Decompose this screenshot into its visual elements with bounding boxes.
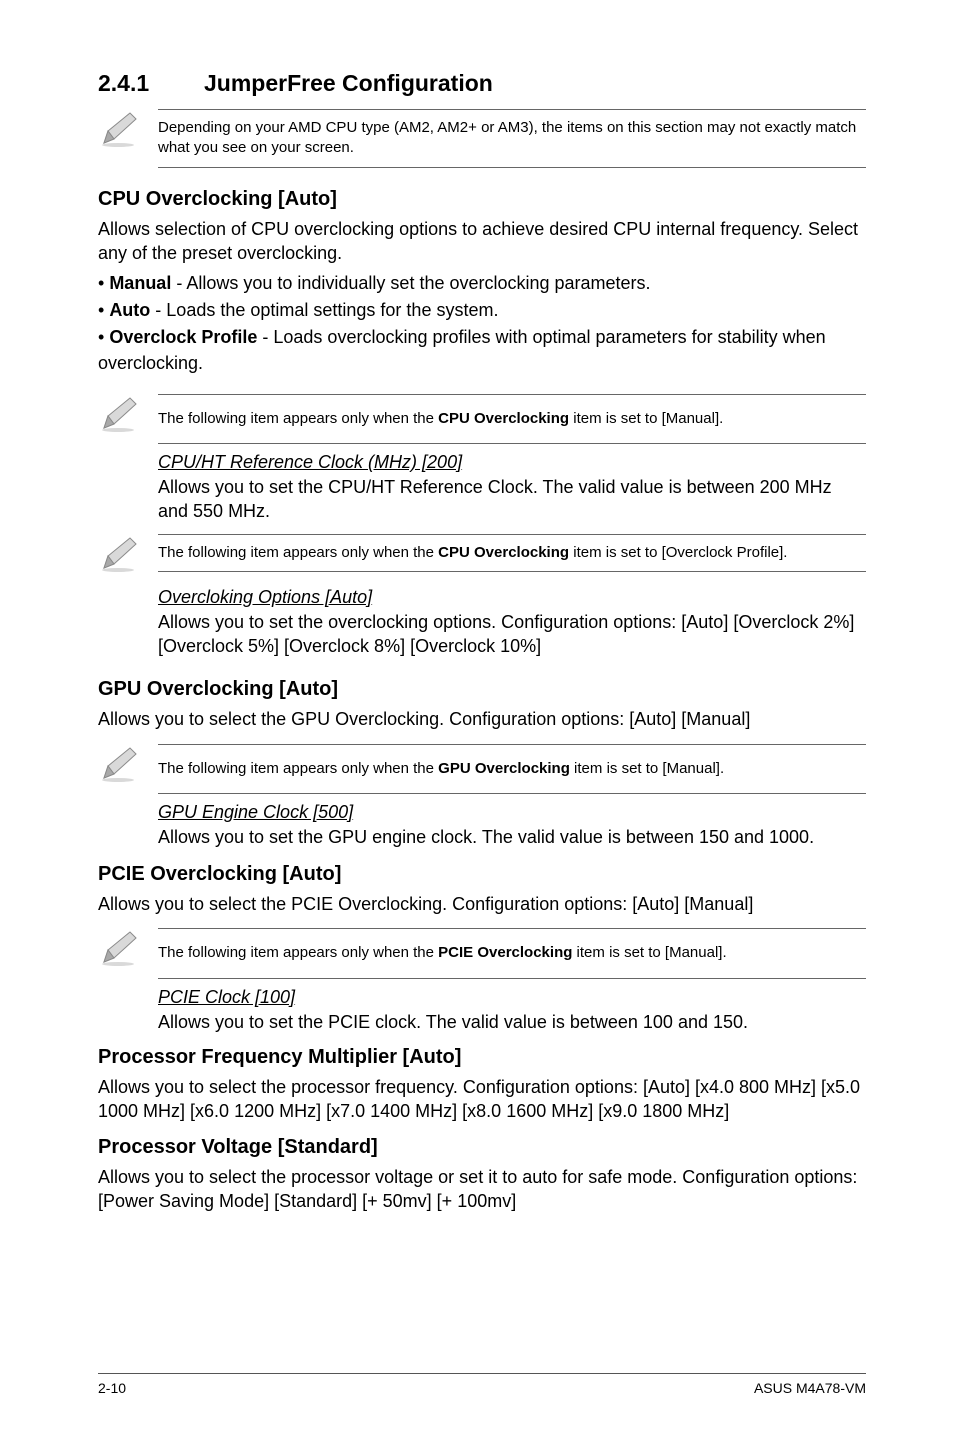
body-text: Allows selection of CPU overclocking opt… [98, 217, 866, 266]
body-text: Allows you to select the PCIE Overclocki… [98, 892, 866, 916]
note-box: The following item appears only when the… [98, 928, 866, 978]
bullet-label: Auto [109, 300, 150, 320]
sub-body: Allows you to set the CPU/HT Reference C… [158, 475, 866, 524]
section-number: 2.4.1 [98, 70, 204, 97]
pencil-icon [98, 744, 158, 789]
sub-section: Overcloking Options [Auto] Allows you to… [158, 587, 866, 659]
page-footer: 2-10 ASUS M4A78-VM [98, 1373, 866, 1396]
note-box: The following item appears only when the… [98, 394, 866, 444]
body-text: Allows you to select the processor frequ… [98, 1075, 866, 1124]
heading-gpu-oc: GPU Overclocking [Auto] [98, 678, 866, 701]
heading-cpu-oc: CPU Overclocking [Auto] [98, 188, 866, 211]
note-pre: The following item appears only when the [158, 544, 438, 561]
note-text: The following item appears only when the… [158, 744, 866, 794]
pencil-icon [98, 928, 158, 973]
note-post: item is set to [Manual]. [569, 410, 723, 427]
note-bold: PCIE Overclocking [438, 944, 572, 961]
pencil-icon [98, 394, 158, 439]
section-header: 2.4.1JumperFree Configuration [98, 70, 866, 97]
sub-heading: Overcloking Options [Auto] [158, 587, 866, 608]
note-pre: The following item appears only when the [158, 760, 438, 777]
note-text: The following item appears only when the… [158, 928, 866, 978]
note-bold: CPU Overclocking [438, 544, 569, 561]
heading-proc-volt: Processor Voltage [Standard] [98, 1136, 866, 1159]
sub-heading: CPU/HT Reference Clock (MHz) [200] [158, 452, 866, 473]
note-box: The following item appears only when the… [98, 534, 866, 579]
sub-body: Allows you to set the overclocking optio… [158, 610, 866, 659]
sub-section: GPU Engine Clock [500] Allows you to set… [158, 802, 866, 849]
note-bold: GPU Overclocking [438, 760, 570, 777]
heading-pcie-oc: PCIE Overclocking [Auto] [98, 863, 866, 886]
note-box: The following item appears only when the… [98, 744, 866, 794]
note-box: Depending on your AMD CPU type (AM2, AM2… [98, 109, 866, 168]
bullet-item: • Auto - Loads the optimal settings for … [98, 298, 866, 323]
bullet-item: • Overclock Profile - Loads overclocking… [98, 325, 866, 375]
sub-body: Allows you to set the PCIE clock. The va… [158, 1010, 866, 1034]
sub-heading: GPU Engine Clock [500] [158, 802, 866, 823]
body-text: Allows you to select the processor volta… [98, 1165, 866, 1214]
sub-section: CPU/HT Reference Clock (MHz) [200] Allow… [158, 452, 866, 524]
note-post: item is set to [Manual]. [570, 760, 724, 777]
section-title: JumperFree Configuration [204, 70, 493, 96]
note-text: The following item appears only when the… [158, 394, 866, 444]
bullet-item: • Manual - Allows you to individually se… [98, 271, 866, 296]
footer-product-name: ASUS M4A78-VM [754, 1380, 866, 1396]
sub-section: PCIE Clock [100] Allows you to set the P… [158, 987, 866, 1034]
note-bold: CPU Overclocking [438, 410, 569, 427]
sub-heading: PCIE Clock [100] [158, 987, 866, 1008]
bullet-rest: - Loads the optimal settings for the sys… [150, 300, 498, 320]
note-post: item is set to [Manual]. [572, 944, 726, 961]
pencil-icon [98, 109, 158, 154]
bullet-label: Overclock Profile [109, 327, 257, 347]
pencil-icon [98, 534, 158, 579]
note-text: Depending on your AMD CPU type (AM2, AM2… [158, 109, 866, 168]
footer-page-number: 2-10 [98, 1380, 126, 1396]
note-pre: The following item appears only when the [158, 410, 438, 427]
body-text: Allows you to select the GPU Overclockin… [98, 707, 866, 731]
note-pre: The following item appears only when the [158, 944, 438, 961]
note-text: The following item appears only when the… [158, 534, 866, 572]
bullet-label: Manual [109, 273, 171, 293]
bullet-rest: - Allows you to individually set the ove… [171, 273, 650, 293]
note-post: item is set to [Overclock Profile]. [569, 544, 787, 561]
sub-body: Allows you to set the GPU engine clock. … [158, 825, 866, 849]
heading-proc-freq: Processor Frequency Multiplier [Auto] [98, 1046, 866, 1069]
